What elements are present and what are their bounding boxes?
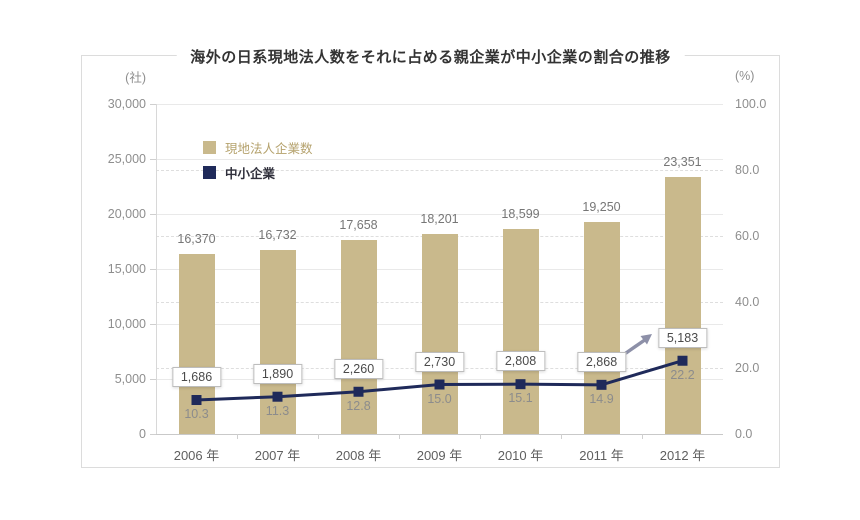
chart-card: 海外の日系現地法人数をそれに占める親企業が中小企業の割合の推移 (社) (%) … [81,46,780,468]
bar-value-label: 18,599 [501,207,540,222]
percent-label: 10.3 [184,407,209,421]
line-series-layer [191,334,688,406]
left-ytick-label: 5,000 [114,372,146,386]
line-marker-icon [272,391,283,402]
gridline-left [156,159,723,160]
gridline-left [156,214,723,215]
legend-swatch-line-icon [203,166,216,179]
line-value-box: 5,183 [657,327,708,348]
left-ytick-label: 0 [139,427,146,441]
x-axis-line [156,434,723,435]
line-value-box: 1,686 [171,367,222,387]
legend-item-line-series: 中小企業 [203,163,313,182]
left-ytick-label: 15,000 [107,262,146,276]
right-ytick-label: 0.0 [735,427,753,441]
x-boundary-tick [642,434,643,439]
bar [421,233,458,434]
right-ytick-label: 80.0 [735,163,760,177]
line-marker-icon [191,395,202,406]
left-tick-mark [150,214,156,215]
left-ytick-label: 20,000 [107,207,146,221]
bar-value-label: 18,201 [420,211,459,226]
line-marker-icon [515,379,526,390]
percent-label: 12.8 [346,398,371,413]
right-ytick-label: 60.0 [735,229,760,243]
x-axis-label: 2006 年 [173,448,220,463]
x-axis-label: 2008 年 [335,448,382,463]
right-ytick-label: 20.0 [735,361,760,375]
bar-value-label: 16,732 [258,227,297,242]
bar [259,249,296,434]
line-value-box: 2,260 [333,358,384,379]
bar-value-label: 17,658 [339,217,378,232]
left-axis-unit: (社) [125,71,146,85]
left-tick-mark [150,269,156,270]
bar-value-label: 19,250 [582,200,621,215]
plot-area: 現地法人企業数 中小企業 30,000 25,000 20,000 15,000 10,… [108,97,767,463]
bar-value-label: 16,370 [177,231,216,246]
legend-swatch-bar-icon [203,141,216,154]
x-boundary-tick [237,434,238,439]
left-tick-mark [150,379,156,380]
bar [583,222,620,434]
left-ytick-label: 25,000 [107,152,146,166]
percent-label: 15.1 [508,391,533,406]
legend-item-bar-series: 現地法人企業数 [203,138,313,157]
right-ytick-label: 40.0 [735,295,760,309]
left-tick-mark [150,104,156,105]
bar [664,177,701,434]
x-boundary-tick [480,434,481,439]
line-marker-icon [353,386,364,397]
line-marker-icon [434,379,445,390]
x-boundary-tick [399,434,400,439]
left-ytick-label: 30,000 [107,97,146,111]
line-value-box: 2,808 [495,351,546,372]
line-marker-icon [677,355,688,366]
percent-label: 15.0 [427,391,452,406]
bar-value-label: 23,351 [663,155,702,170]
legend-label-bar-series: 現地法人企業数 [225,142,313,156]
x-axis-label: 2010 年 [497,448,544,463]
line-value-box: 2,868 [576,351,627,372]
highlight-arrow-icon [624,334,652,355]
gridline-right [156,170,723,171]
y-axis-line [156,104,157,434]
x-axis-label: 2012 年 [659,448,706,463]
percent-label: 14.9 [589,391,614,406]
left-tick-mark [150,159,156,160]
line-value-box: 2,730 [414,351,465,372]
percent-label: 22.2 [670,367,695,382]
right-ytick-label: 100.0 [735,97,767,111]
chart-title: 海外の日系現地法人数をそれに占める親企業が中小企業の割合の推移 [176,46,685,67]
legend: 現地法人企業数 中小企業 [203,138,313,188]
bar [502,229,539,434]
left-ytick-label: 10,000 [107,317,146,331]
left-tick-mark [150,434,156,435]
legend-label-line-series: 中小企業 [225,167,276,181]
bar [340,239,377,434]
line-marker-icon [596,379,607,390]
line-value-box: 1,890 [252,363,303,384]
gridline-left [156,104,723,105]
x-axis-label: 2007 年 [254,448,301,463]
x-axis-label: 2009 年 [416,448,463,463]
percent-label: 11.3 [265,403,290,418]
x-axis-label: 2011 年 [579,448,624,463]
left-tick-mark [150,324,156,325]
right-axis-unit: (%) [735,69,755,83]
x-boundary-tick [561,434,562,439]
x-boundary-tick [318,434,319,439]
